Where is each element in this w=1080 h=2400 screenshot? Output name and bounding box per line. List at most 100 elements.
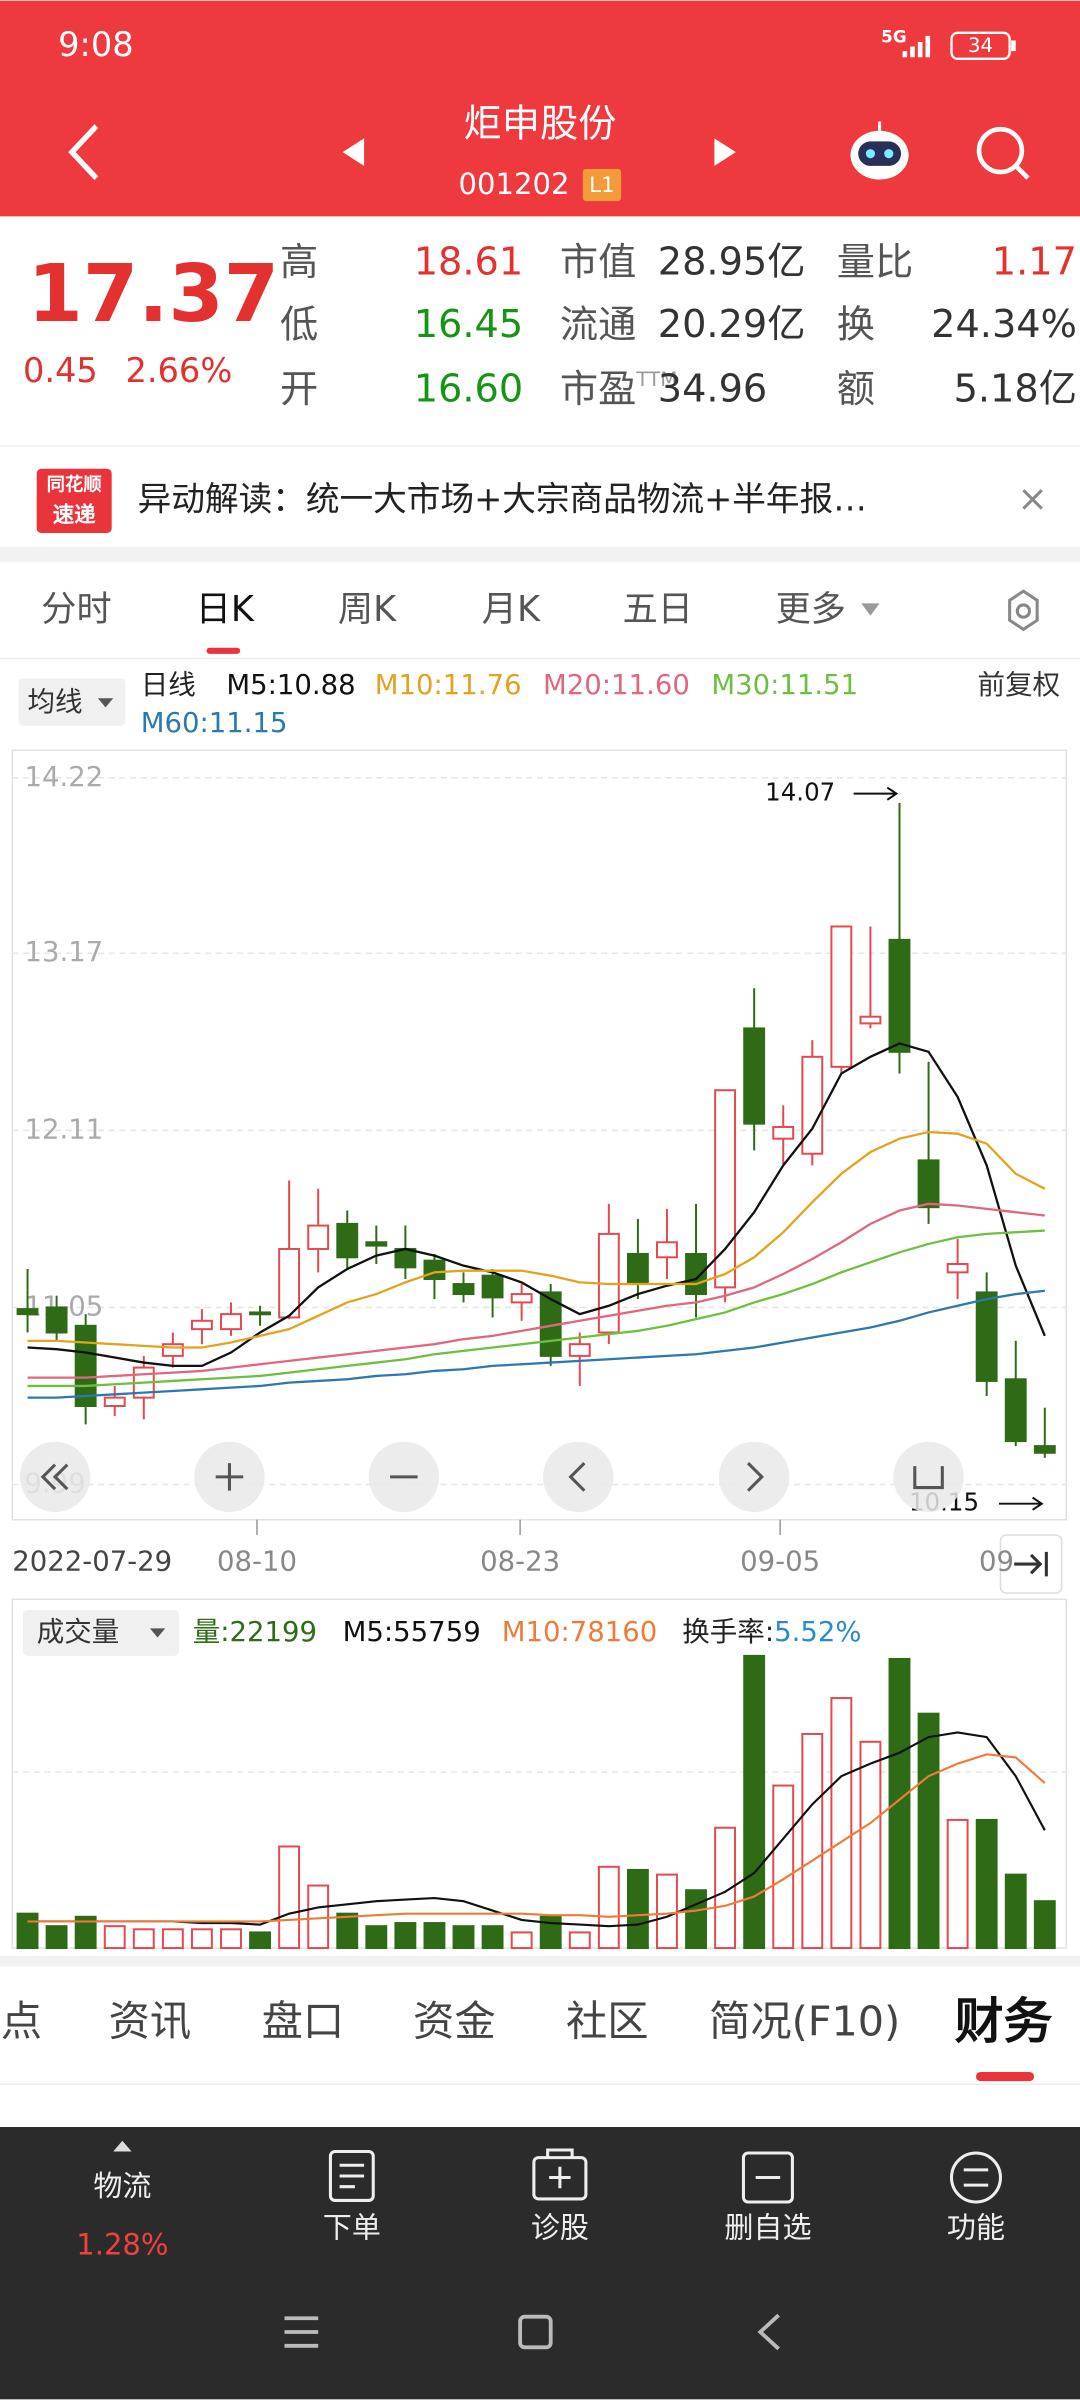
candle-body — [1033, 1445, 1056, 1454]
toolbar-label[interactable]: 诊股 — [531, 2211, 589, 2245]
volume-bar — [423, 1922, 446, 1950]
chart-tab[interactable]: 周K — [338, 589, 397, 630]
info-tab[interactable]: 财务 — [955, 1993, 1053, 2050]
field-label: 量比 — [837, 240, 913, 284]
search-button[interactable] — [976, 126, 1030, 180]
price-change-pct: 2.66% — [125, 351, 232, 390]
volume-bar — [190, 1928, 213, 1950]
toolbar-label[interactable]: 物流 — [93, 2169, 151, 2203]
nav-home[interactable] — [518, 2314, 553, 2350]
volume-bar — [772, 1784, 795, 1950]
candle-body — [365, 1241, 388, 1247]
info-tab[interactable]: 资讯 — [109, 1998, 192, 2046]
ma-line — [27, 1229, 1045, 1388]
field-label: 开 — [280, 367, 318, 411]
candle-body — [1004, 1378, 1027, 1443]
high-annotation: 14.07 — [765, 778, 835, 807]
high-arrow — [853, 786, 899, 801]
field-label: 开 — [280, 367, 318, 411]
ma-legend: M20:11.60 — [543, 669, 690, 701]
candle-body — [743, 1027, 766, 1125]
toolbar-label[interactable]: 下单 — [323, 2211, 381, 2245]
candle-body — [975, 1291, 998, 1382]
assistant-icon[interactable] — [850, 121, 909, 180]
chart-tab[interactable]: 分时 — [41, 589, 111, 630]
toolbar-icons — [328, 2148, 1002, 2204]
chart-control-icon — [746, 1462, 764, 1492]
candle-body — [801, 1055, 824, 1155]
active-tab-indicator — [206, 647, 241, 654]
expand-arrow[interactable] — [113, 2140, 132, 2152]
chart-tab[interactable]: 日K — [196, 589, 255, 630]
candle-body — [16, 1308, 39, 1316]
toolbar-label[interactable]: 功能 — [947, 2211, 1005, 2245]
next-stock[interactable] — [714, 138, 736, 166]
chart-control[interactable] — [893, 1441, 964, 1513]
field-value: 16.60 — [414, 367, 523, 411]
candle-body — [626, 1252, 649, 1286]
ma-selector[interactable] — [18, 678, 126, 726]
info-tab[interactable]: 资金 — [413, 1998, 496, 2046]
stock-name: 炬申股份 — [464, 103, 617, 147]
volume-bar — [45, 1925, 68, 1950]
turnover-value: 5.52% — [774, 1616, 861, 1648]
volume-ma: M5:55759 — [343, 1616, 481, 1648]
ma-legend: M30:11.51 — [711, 669, 858, 701]
volume-selector[interactable] — [22, 1609, 179, 1656]
scroll-end-button[interactable] — [999, 1534, 1063, 1594]
info-tab[interactable]: 点 — [1, 1998, 42, 2046]
toolbar-sub: 1.28% — [76, 2227, 168, 2261]
y-tick-label: 14.22 — [24, 761, 103, 793]
candle-body — [481, 1274, 504, 1299]
prev-stock[interactable] — [342, 138, 365, 166]
level-badge — [582, 168, 622, 202]
volume-bar — [801, 1732, 824, 1950]
volume-bar — [132, 1928, 155, 1950]
field-label: 换 — [837, 303, 875, 347]
volume-chart-frame — [11, 1598, 1067, 1949]
field-label: 额 — [837, 367, 875, 411]
candle-body — [249, 1311, 271, 1316]
volume-bar — [830, 1697, 853, 1950]
info-tab[interactable]: 盘口 — [262, 1998, 345, 2046]
field-value: 20.29亿 — [658, 303, 806, 347]
chart-tab[interactable]: 更多 — [776, 589, 846, 630]
news-headline[interactable]: 异动解读：统一大市场+大宗商品物流+半年报… — [138, 479, 867, 518]
candle-body — [220, 1313, 242, 1331]
chart-control[interactable] — [718, 1441, 790, 1513]
back-button[interactable] — [68, 124, 99, 180]
chart-control[interactable] — [543, 1441, 614, 1513]
settings-button — [1015, 603, 1032, 619]
chart-tab[interactable]: 月K — [482, 589, 541, 630]
turnover: 换手率:5.52% — [682, 1616, 861, 1648]
field-value: 24.34% — [931, 303, 1077, 347]
bottom-toolbar — [0, 2127, 1080, 2400]
close-news[interactable] — [1022, 489, 1043, 510]
field-value: 16.45 — [414, 303, 523, 347]
header-bg — [0, 0, 1080, 217]
volume-bar — [249, 1931, 271, 1950]
chart-tab[interactable]: 五日 — [623, 589, 693, 630]
chart-control-icon — [568, 1462, 586, 1492]
toolbar-label[interactable]: 删自选 — [724, 2211, 811, 2245]
volume-bar — [685, 1889, 707, 1950]
volume-ma-line — [27, 1731, 1046, 1928]
volume-bar — [656, 1873, 678, 1950]
nav-menu[interactable] — [284, 2316, 319, 2348]
nav-back[interactable] — [757, 2313, 780, 2351]
field-value: 5.18亿 — [954, 367, 1077, 411]
x-tick-label: 09 — [979, 1546, 1014, 1578]
volume-bar — [307, 1884, 330, 1950]
adjust-mode[interactable]: 前复权 — [978, 669, 1061, 701]
volume-bar — [714, 1826, 737, 1950]
nav-bar — [284, 2313, 780, 2351]
turnover-label: 换手率: — [682, 1616, 774, 1648]
x-tick-label: 08-10 — [217, 1546, 297, 1578]
info-tab[interactable]: 简况(F10) — [709, 1998, 900, 2046]
volume-bar — [220, 1928, 242, 1950]
field-label: 低 — [280, 303, 318, 347]
candle-body — [714, 1089, 737, 1289]
info-tab[interactable]: 社区 — [566, 1998, 649, 2046]
candle-body — [510, 1293, 533, 1304]
settings-button[interactable] — [1008, 589, 1039, 632]
